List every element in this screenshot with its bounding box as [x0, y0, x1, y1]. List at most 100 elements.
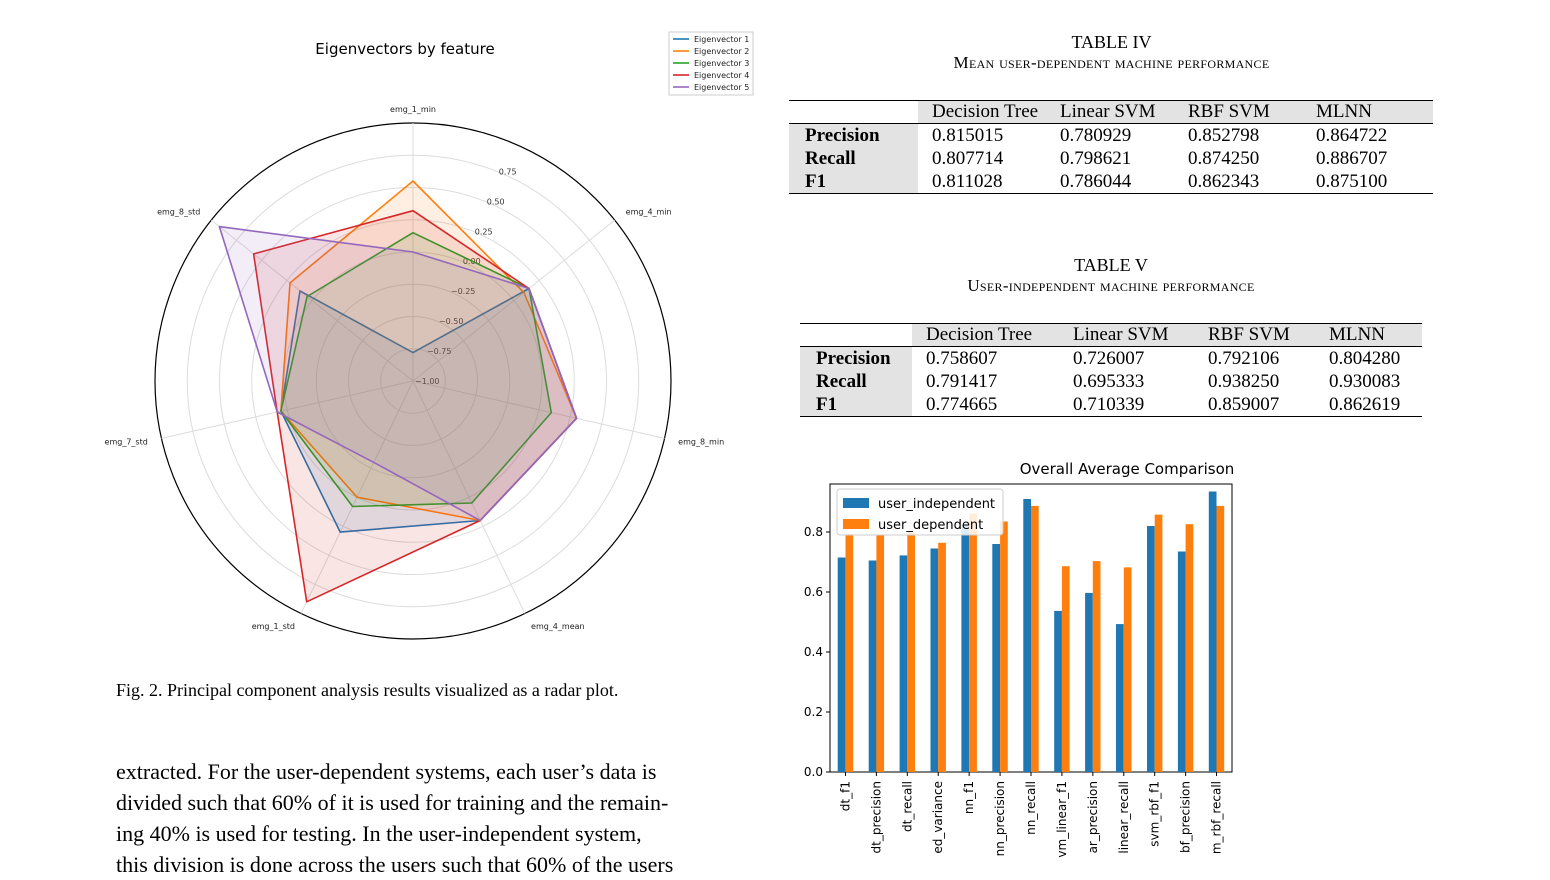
- radar-ring-label: 0.25: [475, 227, 493, 236]
- radar-series-fill: [280, 181, 577, 521]
- table5-cell: 0.930083: [1329, 371, 1401, 392]
- table4-cell: 0.811028: [932, 171, 1003, 192]
- radar-spoke: [161, 380, 414, 439]
- table5-col-header: MLNN: [1315, 323, 1422, 347]
- table5-cell: 0.774665: [926, 394, 998, 415]
- table-row: Recall 0.807714 0.798621 0.874250 0.8867…: [789, 147, 1433, 170]
- bar: [1000, 521, 1008, 772]
- bar: [1023, 499, 1031, 772]
- radar-axis-label: emg_8_std: [157, 207, 200, 216]
- bar: [899, 555, 908, 772]
- table5-cell: 0.695333: [1073, 371, 1145, 392]
- bar-y-tick-label: 0.2: [804, 705, 823, 719]
- bar-x-tick-label: nn_recall: [1024, 781, 1038, 835]
- table5-heading: TABLE V User-independent machine perform…: [800, 255, 1422, 296]
- body-paragraph: extracted. For the user-dependent system…: [116, 756, 759, 880]
- bar: [1216, 505, 1225, 772]
- bar: [876, 535, 885, 772]
- radar-spoke: [210, 219, 414, 382]
- bar-x-tick-label: dt_precision: [869, 781, 883, 853]
- bar-x-tick-label: linear_recall: [1117, 781, 1131, 854]
- radar-legend-label: Eigenvector 4: [694, 71, 749, 80]
- table4-heading: TABLE IV Mean user-dependent machine per…: [790, 32, 1433, 73]
- table4-number: TABLE IV: [1071, 32, 1152, 52]
- bar: [907, 532, 915, 772]
- radar-series-line: [280, 231, 553, 508]
- bar-x-tick-label: ar_precision: [1086, 781, 1100, 853]
- bar-y-tick-label: 0.0: [804, 765, 823, 779]
- table4-col-header: MLNN: [1302, 100, 1433, 124]
- figure-caption: Fig. 2. Principal component analysis res…: [116, 680, 619, 700]
- radar-ring-label: −1.00: [415, 377, 440, 386]
- table4-title: Mean user-dependent machine performance: [953, 53, 1270, 72]
- radar-axis-labels: emg_1_min emg_4_min emg_8_min emg_4_mean emg…: [105, 105, 725, 631]
- bar-x-tick-label: dt_recall: [900, 781, 914, 832]
- radar-ring-label: 0.50: [487, 197, 505, 206]
- radar-legend-label: Eigenvector 5: [694, 83, 749, 92]
- table5-cell: 0.758607: [926, 348, 998, 369]
- bar: [1116, 624, 1124, 772]
- table4-header-row: Decision Tree Linear SVM RBF SVM MLNN: [789, 100, 1433, 124]
- table4-cell: 0.815015: [932, 125, 1004, 146]
- table4-cell: 0.786044: [1060, 171, 1132, 192]
- table4-cell: 0.780929: [1060, 125, 1132, 146]
- bar-legend-swatch: [843, 519, 869, 529]
- table5-row-label: Recall: [800, 370, 912, 393]
- radar-legend-label: Eigenvector 3: [694, 59, 749, 68]
- radar-axis-label: emg_4_min: [626, 207, 672, 216]
- bar: [1185, 524, 1194, 772]
- radar-axis-label: emg_8_min: [678, 438, 724, 447]
- bar-x-tick-label: nn_f1: [962, 781, 976, 814]
- table4-cell: 0.798621: [1060, 148, 1132, 169]
- radar-series: [218, 180, 578, 603]
- bar: [1154, 514, 1163, 772]
- bar: [1054, 610, 1062, 772]
- table4-cell: 0.886707: [1316, 148, 1388, 169]
- table5-col-header: RBF SVM: [1194, 323, 1315, 347]
- radar-series-line: [280, 180, 578, 522]
- table5-header-row: Decision Tree Linear SVM RBF SVM MLNN: [800, 323, 1422, 347]
- table5-cell: 0.862619: [1329, 394, 1401, 415]
- bar: [969, 513, 977, 772]
- bar: [930, 548, 939, 772]
- bar: [845, 534, 854, 772]
- table5-cell: 0.726007: [1073, 348, 1145, 369]
- table-row: F1 0.774665 0.710339 0.859007 0.862619: [800, 393, 1422, 417]
- table5-cell: 0.859007: [1208, 394, 1280, 415]
- radar-axis-label: emg_1_min: [390, 105, 436, 114]
- radar-chart: Eigenvectors by feature 0.750.500.250.00…: [105, 31, 754, 640]
- table5-cell: 0.791417: [926, 371, 998, 392]
- radar-ring-label: −0.75: [427, 347, 452, 356]
- bar: [938, 542, 946, 772]
- bar-legend-label: user_dependent: [878, 518, 983, 533]
- table4-col-header: RBF SVM: [1174, 100, 1302, 124]
- table4-cell: 0.874250: [1188, 148, 1260, 169]
- table4-cell: 0.807714: [932, 148, 1004, 169]
- radar-spoke: [412, 219, 616, 382]
- radar-series-fill: [253, 210, 577, 602]
- table5-corner: [800, 323, 912, 347]
- table4-cell: 0.862343: [1188, 171, 1260, 192]
- body-line: extracted. For the user-dependent system…: [116, 759, 657, 784]
- bar-x-tick-label: dt_f1: [838, 781, 852, 811]
- bar-marks: [837, 491, 1225, 772]
- table4-row-label: F1: [789, 170, 918, 194]
- bar: [1092, 561, 1101, 772]
- radar-spoke: [412, 380, 665, 439]
- bar: [1208, 491, 1217, 772]
- radar-series-fill: [219, 226, 577, 521]
- table4: Decision Tree Linear SVM RBF SVM MLNN Pr…: [789, 100, 1433, 194]
- bar-legend: user_independent user_dependent: [836, 488, 1004, 536]
- table5-cell: 0.804280: [1329, 348, 1401, 369]
- bar-legend-box: [836, 488, 1004, 536]
- bar-x-tick-label: nn_precision: [993, 781, 1007, 856]
- table4-row-label: Precision: [789, 123, 918, 147]
- table-row: Precision 0.815015 0.780929 0.852798 0.8…: [789, 123, 1433, 147]
- bar: [1123, 567, 1132, 772]
- radar-spoke: [412, 380, 526, 614]
- table5-col-header: Linear SVM: [1059, 323, 1194, 347]
- bar: [961, 524, 970, 772]
- radar-axis-label: emg_1_std: [252, 622, 295, 631]
- table4-cell: 0.875100: [1316, 171, 1388, 192]
- radar-axis-label: emg_4_mean: [531, 622, 585, 631]
